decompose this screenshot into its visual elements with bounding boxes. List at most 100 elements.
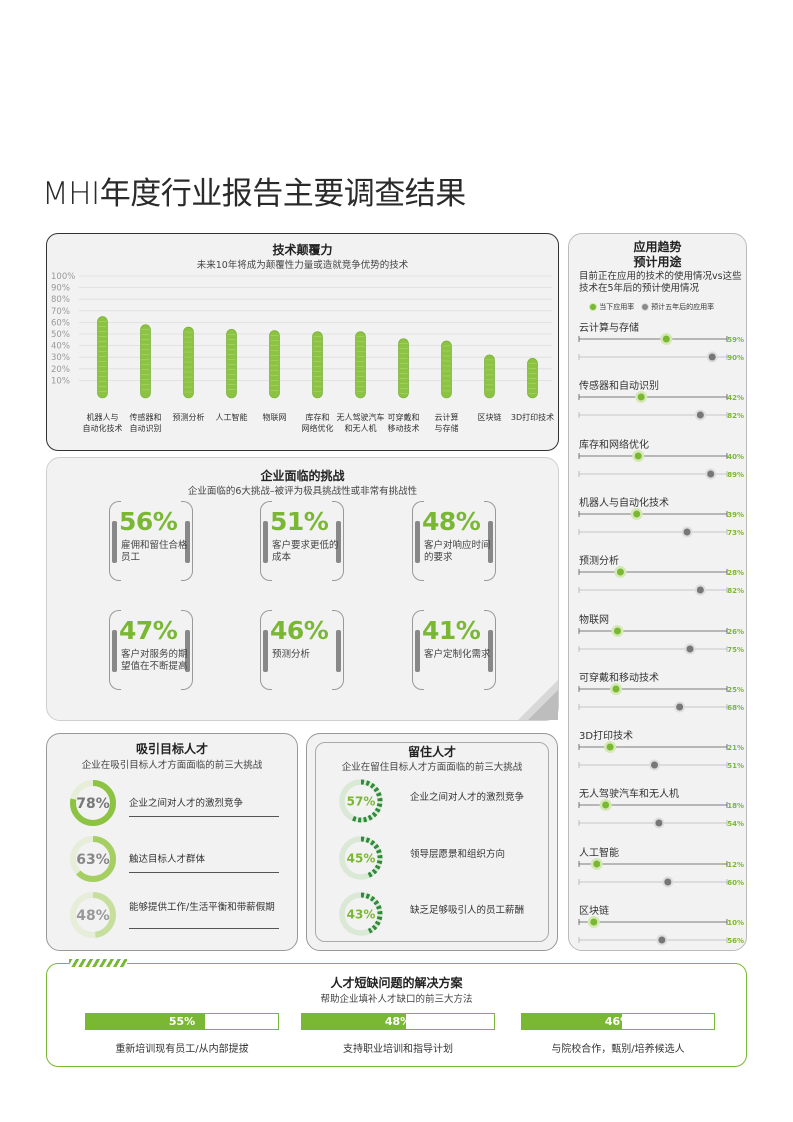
tech-disruption-panel: 技术颠覆力 未来10年将成为颠覆性力量或造就竞争优势的技术 100% 90% 80%… <box>46 233 559 451</box>
now-percent: 28% <box>727 569 744 577</box>
bar <box>484 354 495 399</box>
card-bracket-left <box>412 501 424 581</box>
ring-percent: 48% <box>76 908 110 924</box>
trend-item-name: 云计算与存储 <box>579 323 639 334</box>
tech-title: 技术颠覆力 <box>272 243 333 257</box>
trend-title-1: 应用趋势 <box>633 240 682 254</box>
challenge-percent: 51% <box>270 507 329 536</box>
x-category-label: 3D打印技术 <box>511 412 554 422</box>
future-percent: 54% <box>727 820 744 828</box>
card-bracket-left <box>260 501 272 581</box>
retain-label: 缺乏足够吸引人的员工薪酬 <box>410 905 525 916</box>
trend-dumbbell: 18% 54% <box>578 799 744 829</box>
ring-arc <box>70 892 116 938</box>
x-category-label: 移动技术 <box>388 423 420 433</box>
trend-item-name: 传感器和自动识别 <box>579 381 659 393</box>
x-category-label: 库存和 <box>306 412 330 422</box>
challenge-percent: 56% <box>119 507 178 536</box>
now-percent: 59% <box>727 336 744 344</box>
future-percent: 90% <box>727 354 744 362</box>
x-category-label: 云计算 <box>435 412 459 422</box>
future-marker <box>686 645 694 652</box>
solution-bar: 48% <box>301 1013 495 1030</box>
trend-item-name: 物联网 <box>579 614 609 626</box>
bar <box>183 326 194 399</box>
now-percent: 26% <box>727 628 744 636</box>
trend-item-name: 人工智能 <box>579 847 619 859</box>
attract-underline <box>129 872 279 873</box>
future-percent: 82% <box>727 412 744 420</box>
x-category-label: 预测分析 <box>173 412 205 422</box>
solution-percent: 46% <box>604 1015 632 1028</box>
solution-bar: 46% <box>521 1013 715 1030</box>
card-bar-left <box>263 521 268 563</box>
trend-dumbbell: 39% 73% <box>578 507 744 538</box>
now-percent: 10% <box>727 919 744 927</box>
now-marker <box>593 860 601 868</box>
retain-label: 企业之间对人才的激烈竞争 <box>410 792 525 803</box>
y-tick-label: 80% <box>51 295 70 305</box>
challenge-label: 雇佣和留住合格员工 <box>121 540 188 563</box>
ring-remainder <box>339 892 383 936</box>
challenges-subtitle: 企业面临的6大挑战–被评为极具挑战性或非常有挑战性 <box>187 486 418 497</box>
trend-item-name: 预测分析 <box>579 556 619 568</box>
trend-item-name: 机器人与自动化技术 <box>579 497 669 509</box>
solution-label: 支持职业培训和指导计划 <box>343 1044 453 1055</box>
solution-bar-fill <box>522 1014 622 1029</box>
now-percent: 25% <box>727 686 744 694</box>
ring-percent: 45% <box>347 851 376 865</box>
now-percent: 40% <box>727 453 744 461</box>
future-marker <box>658 936 666 944</box>
card-bar-left <box>415 630 420 672</box>
future-marker <box>664 878 672 886</box>
progress-ring: 78% <box>70 780 116 826</box>
retain-title: 留住人才 <box>407 745 456 759</box>
challenge-card: 56% 雇佣和留住合格员工 <box>109 501 193 581</box>
now-percent: 12% <box>727 861 744 869</box>
future-percent: 73% <box>727 529 744 537</box>
y-tick-label: 40% <box>51 342 70 352</box>
now-percent: 42% <box>727 394 744 402</box>
y-tick-label: 100% <box>51 272 75 282</box>
card-bar-left <box>112 630 117 672</box>
card-bar-right <box>336 521 341 563</box>
bar <box>226 329 237 399</box>
challenge-card: 46% 预测分析 <box>260 610 344 690</box>
now-marker <box>613 627 621 634</box>
challenge-percent: 46% <box>270 616 329 645</box>
bar <box>441 340 452 399</box>
attract-title: 吸引目标人才 <box>135 742 208 756</box>
attract-subtitle: 企业在吸引目标人才方面面临的前三大挑战 <box>81 760 263 771</box>
x-category-label: 网络优化 <box>302 423 334 433</box>
solution-bar-fill <box>302 1014 406 1029</box>
challenges-panel: 企业面临的挑战 企业面临的6大挑战–被评为极具挑战性或非常有挑战性 56% 雇佣和… <box>46 457 559 721</box>
trend-item-name: 无人驾驶汽车和无人机 <box>579 789 679 801</box>
x-category-label: 自动识别 <box>130 423 162 433</box>
now-percent: 18% <box>727 802 744 810</box>
challenge-percent: 47% <box>119 616 178 645</box>
trend-dumbbell: 42% 82% <box>578 391 744 421</box>
retain-label: 领导层愿景和组织方向 <box>410 849 506 860</box>
now-marker <box>637 393 645 401</box>
trend-item-name: 可穿戴和移动技术 <box>579 672 659 684</box>
card-bracket-left <box>412 610 424 690</box>
now-marker <box>590 918 598 926</box>
now-marker <box>634 452 642 460</box>
challenge-percent: 48% <box>422 507 481 536</box>
progress-ring: 48% <box>70 892 116 938</box>
trend-dumbbell: 59% 90% <box>578 333 744 363</box>
trend-description: 目前正在应用的技术的使用情况vs这些技术在5年后的预计使用情况 <box>579 271 742 294</box>
now-marker <box>612 685 620 693</box>
trend-item-name: 区块链 <box>579 906 609 917</box>
trend-legend: 当下应用率 预计五年后的应用率 <box>589 302 714 312</box>
x-category-label: 传感器和 <box>130 412 162 422</box>
trend-dumbbell: 10% 56% <box>578 916 744 946</box>
retain-subtitle: 企业在留住目标人才方面面临的前三大挑战 <box>341 762 523 773</box>
future-marker <box>696 411 704 419</box>
solution-percent: 55% <box>168 1015 196 1028</box>
y-tick-label: 30% <box>51 353 70 363</box>
challenge-label: 客户对响应时间的要求 <box>424 540 491 563</box>
card-bar-right <box>185 521 190 563</box>
attract-underline <box>129 816 279 817</box>
now-marker <box>602 801 610 809</box>
